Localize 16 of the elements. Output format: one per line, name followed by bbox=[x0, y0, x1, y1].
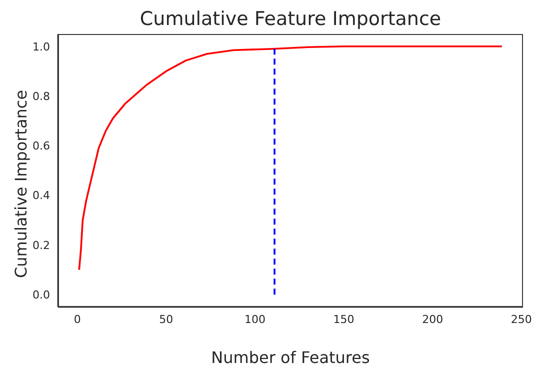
x-axis-title: Number of Features bbox=[210, 348, 371, 367]
y-tick-label: 0.0 bbox=[32, 288, 50, 302]
x-tick-label: 0 bbox=[74, 312, 81, 326]
y-tick-label: 1.0 bbox=[32, 40, 50, 54]
x-tick-label: 250 bbox=[510, 312, 532, 326]
y-tick-label: 0.6 bbox=[32, 140, 50, 153]
x-tick-label: 50 bbox=[159, 312, 174, 326]
line-series bbox=[78, 46, 503, 271]
y-tick-label: 0.4 bbox=[32, 189, 50, 202]
y-tick-label: 0.8 bbox=[32, 90, 50, 103]
y-tick-label: 0.2 bbox=[32, 238, 50, 252]
x-tick-label: 150 bbox=[333, 312, 354, 326]
x-tick-label: 200 bbox=[422, 312, 444, 326]
y-axis-title: Cumulative Importance bbox=[12, 90, 30, 278]
x-tick-label: 100 bbox=[244, 312, 266, 326]
chart-title: Cumulative Feature Importance bbox=[138, 8, 442, 30]
